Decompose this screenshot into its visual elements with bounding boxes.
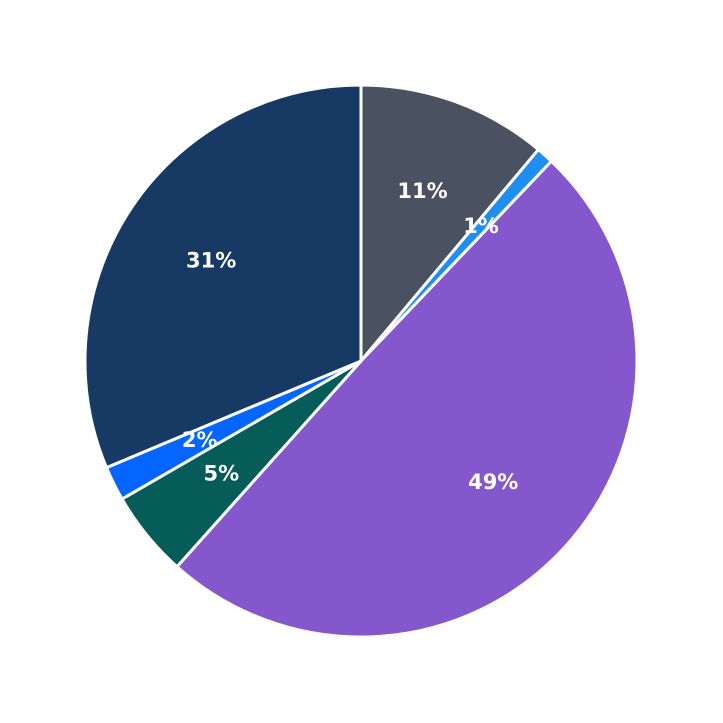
value-label: 11% <box>397 179 447 203</box>
pie-slice <box>175 159 639 639</box>
pie-slice <box>359 83 540 363</box>
value-label: 49% <box>468 470 518 494</box>
pie-slice <box>83 83 363 470</box>
value-label: 1% <box>463 214 499 238</box>
value-label: 2% <box>182 428 218 452</box>
value-label: 31% <box>186 248 236 272</box>
value-label: 5% <box>203 461 239 485</box>
